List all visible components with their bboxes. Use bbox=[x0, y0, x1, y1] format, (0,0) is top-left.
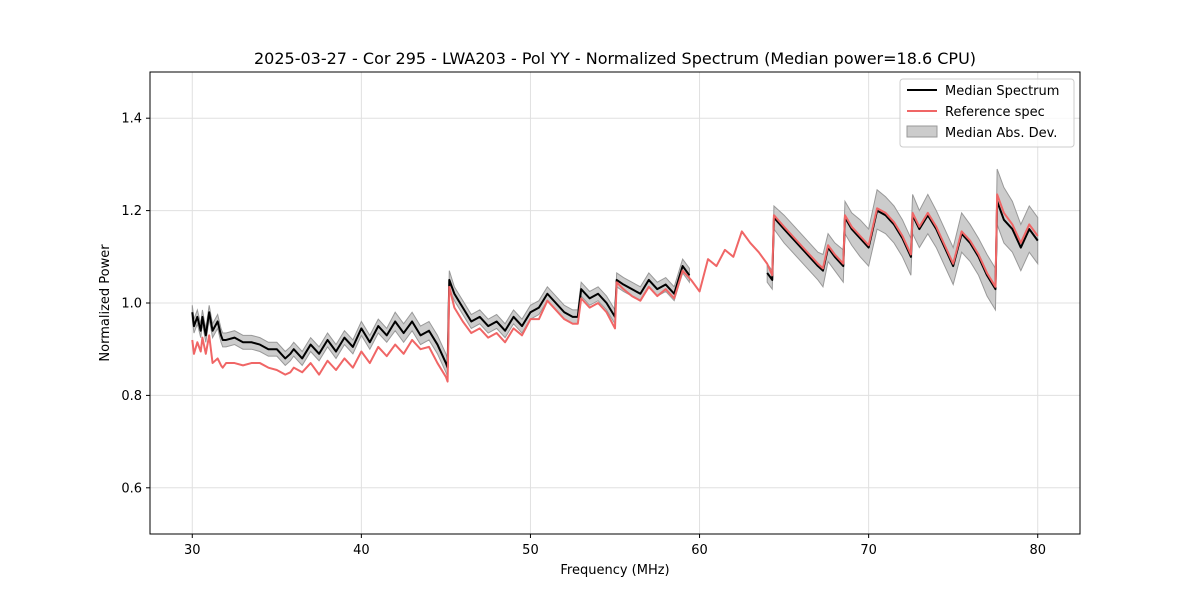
legend-box bbox=[899, 78, 1075, 148]
x-tick-label: 30 bbox=[184, 543, 201, 558]
y-tick-label: 1.0 bbox=[121, 297, 142, 312]
legend-mad-label: Median Abs. Dev. bbox=[945, 126, 1057, 141]
legend-reference-label: Reference spec bbox=[945, 105, 1045, 120]
y-tick-label: 1.4 bbox=[121, 112, 142, 127]
median-spectrum-line-low bbox=[191, 265, 691, 369]
legend-median-label: Median Spectrum bbox=[945, 84, 1059, 99]
x-tick-label: 50 bbox=[522, 543, 539, 558]
median-spectrum-line-high bbox=[766, 200, 1039, 291]
y-tick-label: 1.2 bbox=[121, 204, 142, 219]
x-tick-label: 60 bbox=[691, 543, 708, 558]
y-axis-label: Normalized Power bbox=[98, 244, 113, 362]
x-axis: 30 40 50 60 70 80 bbox=[184, 534, 1046, 558]
x-axis-label: Frequency (MHz) bbox=[560, 563, 669, 578]
mad-band-segment-0 bbox=[191, 258, 690, 378]
reference-spectrum-line bbox=[191, 193, 1039, 383]
series-lines bbox=[191, 193, 1039, 383]
legend-mad-swatch bbox=[906, 125, 938, 138]
y-axis: 0.6 0.8 1.0 1.2 1.4 bbox=[121, 112, 150, 496]
chart-title: 2025-03-27 - Cor 295 - LWA203 - Pol YY -… bbox=[254, 49, 976, 68]
y-tick-label: 0.8 bbox=[121, 389, 142, 404]
y-tick-label: 0.6 bbox=[121, 481, 142, 496]
x-tick-label: 80 bbox=[1029, 543, 1046, 558]
x-tick-label: 40 bbox=[353, 543, 370, 558]
legend: Median Spectrum Reference spec Median Ab… bbox=[899, 78, 1075, 148]
x-tick-label: 70 bbox=[860, 543, 877, 558]
